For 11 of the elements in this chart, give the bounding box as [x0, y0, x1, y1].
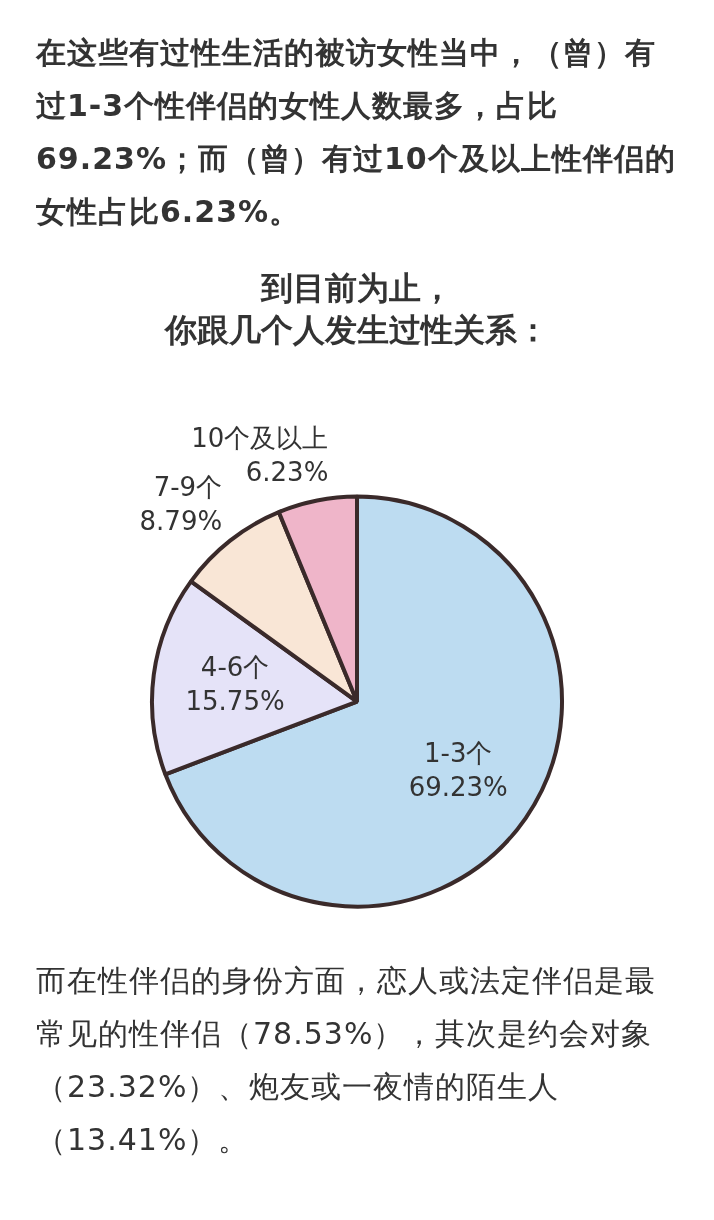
slice-label: 10个及以上 — [191, 423, 329, 454]
data-label: 6.23% — [245, 457, 329, 488]
slice-label: 7-9个 — [153, 471, 223, 502]
slice-label: 4-6个 — [200, 652, 270, 683]
text: 在这些有过性生活的被访女性当中，（曾）有过1-3个性伴侣的女性人数最多，占比69.23%；而（曾）有过10个及以上性伴侣的女性占比6.23%。 — [34, 34, 677, 231]
chart-title: 到目前为止，你跟几个人发生过性关系： — [163, 269, 549, 349]
text: 而在性伴侣的身份方面，恋人或法定伴侣是最常见的性伴侣（78.53%），其次是约会对象（23.32%）、炮友或一夜情的陌生人（13.41%）。 — [35, 962, 657, 1159]
data-label: 15.75% — [185, 686, 285, 717]
data-label: 69.23% — [408, 772, 508, 803]
data-label: 8.79% — [139, 505, 223, 536]
slice-label: 1-3个 — [423, 738, 493, 769]
